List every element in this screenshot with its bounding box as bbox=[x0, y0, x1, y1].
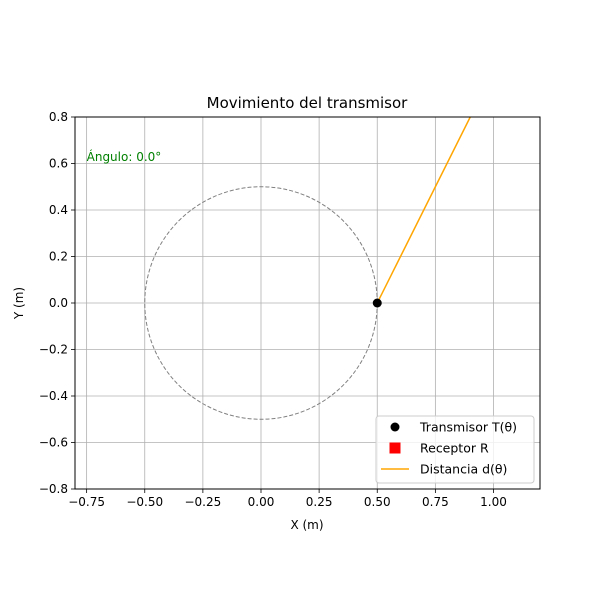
x-tick-label: 0.75 bbox=[422, 495, 449, 509]
x-axis-label: X (m) bbox=[290, 518, 323, 532]
transmitter-marker bbox=[372, 298, 382, 308]
y-tick-label: 0.2 bbox=[49, 250, 68, 264]
y-tick-label: −0.2 bbox=[39, 343, 68, 357]
distance-line bbox=[376, 117, 471, 304]
y-tick-label: 0.8 bbox=[49, 110, 68, 124]
angle-annotation: Ángulo: 0.0° bbox=[87, 149, 162, 164]
legend-box bbox=[375, 415, 535, 484]
chart-title: Movimiento del transmisor bbox=[207, 94, 409, 112]
y-tick-label: −0.6 bbox=[39, 436, 68, 450]
axis-ticks: −0.75 −0.50 −0.25 0.00 0.25 0.50 0.75 1.00 −0.8 −… bbox=[39, 110, 507, 509]
x-tick-label: 0.00 bbox=[248, 495, 275, 509]
x-tick-label: 0.50 bbox=[364, 495, 391, 509]
y-axis-label: Y (m) bbox=[12, 287, 26, 320]
legend-label: Receptor R bbox=[420, 441, 489, 456]
x-tick-label: 0.25 bbox=[306, 495, 333, 509]
x-tick-label: −0.50 bbox=[126, 495, 163, 509]
plot-content bbox=[144, 117, 471, 420]
y-tick-label: 0.4 bbox=[49, 203, 68, 217]
x-tick-label: 1.00 bbox=[480, 495, 507, 509]
y-tick-label: 0.0 bbox=[49, 296, 68, 310]
legend-label: Distancia d(θ) bbox=[420, 462, 507, 477]
x-tick-label: −0.75 bbox=[68, 495, 105, 509]
legend-marker-square bbox=[389, 442, 401, 454]
x-tick-label: −0.25 bbox=[184, 495, 221, 509]
y-tick-label: −0.8 bbox=[39, 482, 68, 496]
y-tick-label: 0.6 bbox=[49, 157, 68, 171]
legend: Transmisor T(θ) Receptor R Distancia d(θ) bbox=[375, 415, 535, 484]
legend-label: Transmisor T(θ) bbox=[419, 420, 517, 435]
legend-marker-circle bbox=[390, 422, 400, 432]
y-tick-label: −0.4 bbox=[39, 389, 68, 403]
